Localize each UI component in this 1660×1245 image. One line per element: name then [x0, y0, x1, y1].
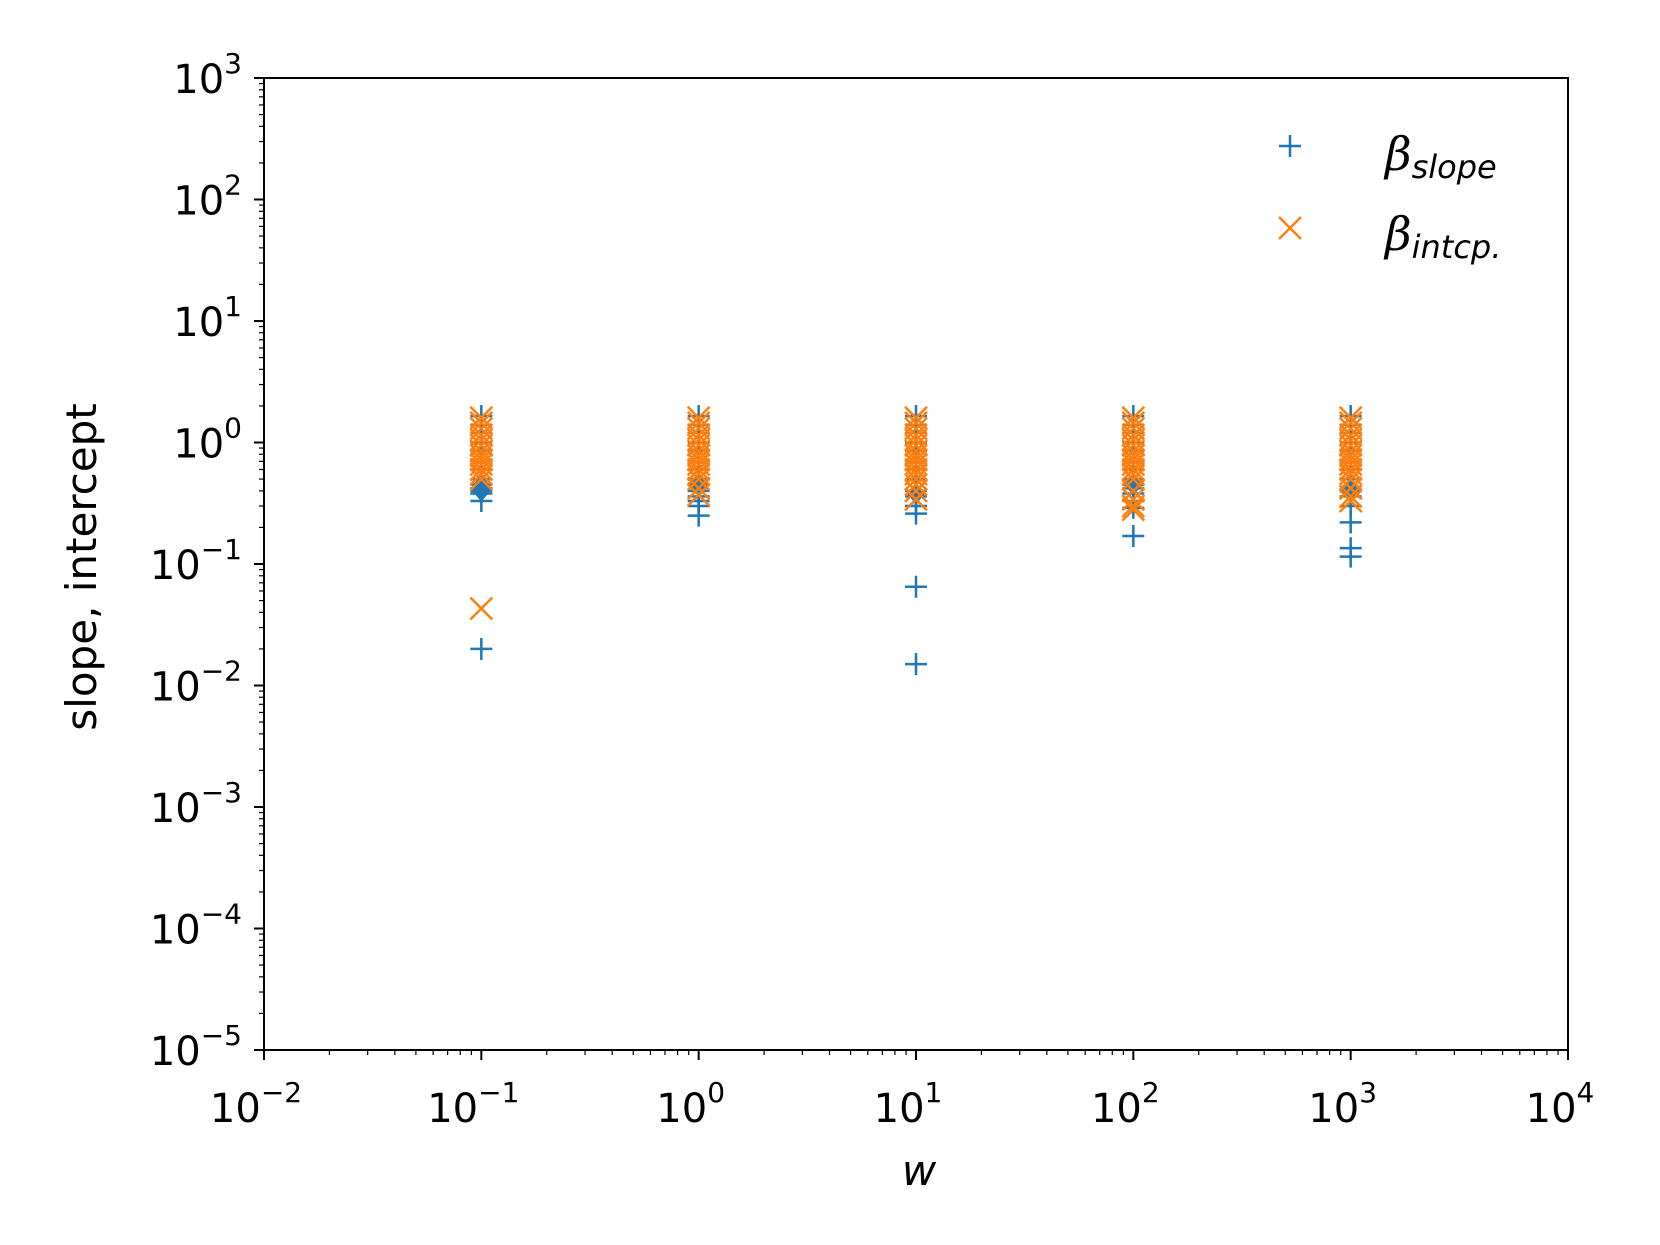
data-point [686, 416, 711, 441]
data-point [904, 462, 928, 486]
y-tick-label: 10−5 [150, 1019, 242, 1075]
data-point [904, 467, 928, 491]
legend-x-symbol [1278, 216, 1302, 240]
data-point [1121, 494, 1146, 518]
data-point [904, 487, 928, 512]
x-tick-label: 102 [1091, 1076, 1160, 1132]
data-point [1121, 416, 1146, 441]
data-point [469, 467, 494, 491]
data-point [1338, 467, 1363, 491]
data-point [905, 575, 927, 598]
data-point [469, 457, 494, 482]
data-point [1339, 511, 1362, 534]
data-point [1121, 462, 1146, 486]
data-point [686, 483, 711, 507]
data-point [686, 405, 711, 430]
data-point [904, 478, 928, 503]
y-tick-label: 103 [173, 47, 242, 103]
data-point [905, 653, 927, 676]
data-point [469, 416, 494, 441]
legend-label-intercept: βintcp. [1383, 207, 1501, 266]
x-axis-label: w [902, 1146, 937, 1195]
y-tick-labels: 10−5 10−4 10−3 10−2 10−1 100 101 102 103 [150, 47, 242, 1075]
data-point [1122, 525, 1145, 548]
data-point [470, 490, 493, 513]
y-tick-label: 101 [173, 290, 242, 346]
data-point [1338, 457, 1363, 482]
x-tick-labels: 10−2 10−1 100 101 102 103 104 [210, 1076, 1594, 1132]
x-tick-label: 104 [1526, 1076, 1595, 1132]
x-tick-label: 10−1 [427, 1076, 519, 1132]
data-point [904, 411, 928, 435]
data-point [905, 502, 927, 525]
y-axis-label: slope, intercept [57, 403, 106, 730]
data-point [469, 411, 494, 435]
x-tick-label: 103 [1308, 1076, 1377, 1132]
y-tick-label: 10−1 [150, 533, 242, 589]
data-point [686, 476, 711, 501]
major-ticks [254, 77, 1569, 1060]
x-tick-label: 10−2 [210, 1076, 302, 1132]
data-point [1338, 489, 1363, 513]
legend-label-slope: βslope [1383, 127, 1497, 186]
y-tick-label: 10−3 [150, 776, 242, 832]
data-point [904, 405, 928, 430]
data-point [1339, 545, 1362, 568]
legend-plus-symbol [1279, 135, 1301, 157]
data-point [469, 596, 494, 621]
minor-ticks [259, 82, 1559, 1055]
x-tick-label: 100 [656, 1076, 725, 1132]
data-point [1121, 467, 1146, 491]
data-point [1338, 484, 1363, 509]
data-point [1121, 405, 1146, 430]
x-tick-label: 101 [874, 1076, 943, 1132]
data-point [904, 416, 928, 441]
legend-item-intercept: βintcp. [1278, 207, 1501, 266]
data-point [1121, 411, 1146, 435]
data-point [686, 411, 711, 435]
data-point [469, 405, 494, 430]
data-point [1121, 457, 1146, 482]
data-point [1338, 405, 1363, 430]
data-point [1121, 497, 1146, 522]
data-point [687, 504, 710, 527]
data-point [1338, 411, 1363, 435]
data-point [470, 637, 493, 660]
legend: βslope βintcp. [1278, 127, 1501, 266]
y-tick-label: 100 [173, 412, 242, 468]
axes-frame [263, 77, 1569, 1051]
legend-marker-plus [1279, 135, 1301, 157]
legend-item-slope: βslope [1279, 127, 1497, 186]
data-point [1121, 487, 1146, 512]
data-point [469, 462, 494, 486]
y-tick-label: 10−2 [150, 655, 242, 711]
data-point [1338, 416, 1363, 441]
series-intcp [469, 405, 1363, 621]
y-tick-label: 10−4 [150, 898, 242, 954]
data-points [469, 405, 1363, 676]
y-tick-label: 102 [173, 169, 242, 225]
data-point [1338, 476, 1363, 501]
data-point [686, 457, 711, 482]
legend-marker-x [1278, 216, 1302, 240]
